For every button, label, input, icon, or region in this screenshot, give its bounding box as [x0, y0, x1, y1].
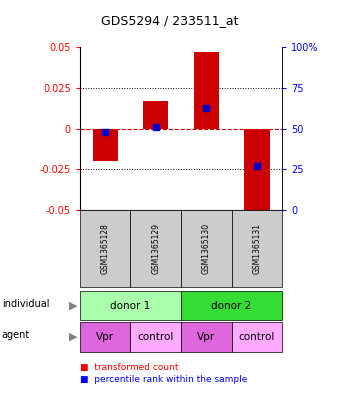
- Text: GSM1365130: GSM1365130: [202, 223, 211, 274]
- Text: GSM1365128: GSM1365128: [101, 223, 110, 274]
- Text: control: control: [239, 332, 275, 342]
- Text: donor 2: donor 2: [211, 301, 252, 310]
- Text: GSM1365131: GSM1365131: [252, 223, 261, 274]
- Text: agent: agent: [2, 330, 30, 340]
- Text: GSM1365129: GSM1365129: [151, 223, 160, 274]
- Text: ■  percentile rank within the sample: ■ percentile rank within the sample: [80, 375, 247, 384]
- Bar: [92, 129, 118, 161]
- Bar: [244, 129, 270, 213]
- Text: Vpr: Vpr: [197, 332, 216, 342]
- Text: Vpr: Vpr: [96, 332, 114, 342]
- Bar: [194, 52, 219, 129]
- Text: GDS5294 / 233511_at: GDS5294 / 233511_at: [101, 14, 239, 27]
- Text: individual: individual: [2, 299, 49, 309]
- Text: ▶: ▶: [69, 301, 77, 310]
- Text: ▶: ▶: [69, 332, 77, 342]
- Text: donor 1: donor 1: [110, 301, 151, 310]
- Text: ■  transformed count: ■ transformed count: [80, 363, 178, 372]
- Bar: [143, 101, 168, 129]
- Text: control: control: [138, 332, 174, 342]
